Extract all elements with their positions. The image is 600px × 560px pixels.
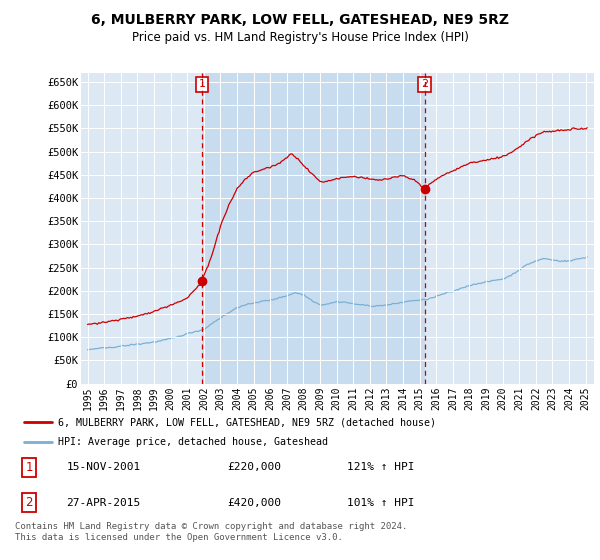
Text: Contains HM Land Registry data © Crown copyright and database right 2024.: Contains HM Land Registry data © Crown c… [15,522,407,531]
Text: 1: 1 [26,461,33,474]
Text: HPI: Average price, detached house, Gateshead: HPI: Average price, detached house, Gate… [58,437,328,447]
Text: 15-NOV-2001: 15-NOV-2001 [67,463,141,473]
Text: 2: 2 [421,80,428,90]
Text: 121% ↑ HPI: 121% ↑ HPI [347,463,415,473]
Text: 101% ↑ HPI: 101% ↑ HPI [347,497,415,507]
Text: Price paid vs. HM Land Registry's House Price Index (HPI): Price paid vs. HM Land Registry's House … [131,31,469,44]
Text: £420,000: £420,000 [227,497,281,507]
Text: £220,000: £220,000 [227,463,281,473]
Text: 6, MULBERRY PARK, LOW FELL, GATESHEAD, NE9 5RZ (detached house): 6, MULBERRY PARK, LOW FELL, GATESHEAD, N… [58,417,436,427]
Text: 6, MULBERRY PARK, LOW FELL, GATESHEAD, NE9 5RZ: 6, MULBERRY PARK, LOW FELL, GATESHEAD, N… [91,13,509,27]
Text: This data is licensed under the Open Government Licence v3.0.: This data is licensed under the Open Gov… [15,533,343,542]
Bar [202,73,425,384]
Text: 1: 1 [199,80,205,90]
Text: 2: 2 [26,496,33,509]
Text: 27-APR-2015: 27-APR-2015 [67,497,141,507]
